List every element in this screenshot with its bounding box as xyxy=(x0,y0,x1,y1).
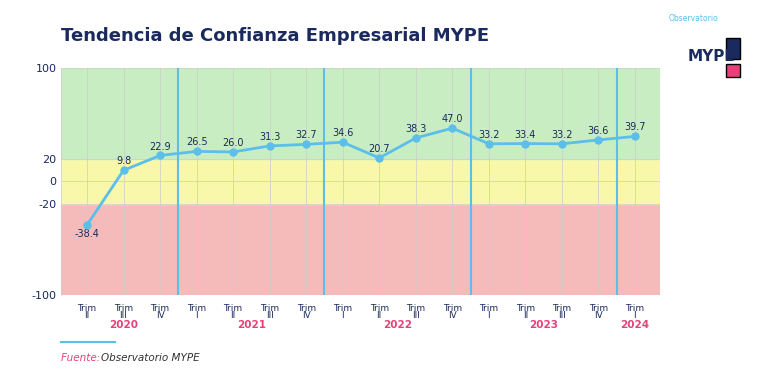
Point xyxy=(373,155,386,161)
Point xyxy=(446,125,458,131)
Text: 22.9: 22.9 xyxy=(149,141,170,152)
Text: IV: IV xyxy=(302,311,310,320)
Text: Trim: Trim xyxy=(369,304,389,313)
Text: II: II xyxy=(230,311,236,320)
Point xyxy=(81,222,93,228)
Text: III: III xyxy=(266,311,273,320)
Point xyxy=(227,149,240,155)
Point xyxy=(300,141,313,147)
Point xyxy=(118,167,130,174)
Text: 32.7: 32.7 xyxy=(296,130,317,140)
Text: Fuente:: Fuente: xyxy=(61,353,104,363)
Point xyxy=(482,141,495,147)
Point xyxy=(556,141,568,147)
Text: Observatorio: Observatorio xyxy=(668,14,718,23)
Bar xyxy=(61,204,660,295)
Text: Trim: Trim xyxy=(223,304,243,313)
Text: 47.0: 47.0 xyxy=(442,114,463,124)
Text: 2020: 2020 xyxy=(109,320,138,330)
Text: MYPE: MYPE xyxy=(687,49,735,64)
Text: Trim: Trim xyxy=(442,304,462,313)
Text: IV: IV xyxy=(448,311,457,320)
Text: III: III xyxy=(412,311,419,320)
Text: Trim: Trim xyxy=(296,304,316,313)
Text: Trim: Trim xyxy=(552,304,571,313)
Text: Trim: Trim xyxy=(187,304,206,313)
Text: I: I xyxy=(634,311,636,320)
Text: 31.3: 31.3 xyxy=(259,132,280,142)
Point xyxy=(409,135,422,141)
Text: Trim: Trim xyxy=(333,304,353,313)
Text: Trim: Trim xyxy=(78,304,97,313)
Text: -38.4: -38.4 xyxy=(74,229,99,239)
Point xyxy=(154,152,166,158)
Text: 9.8: 9.8 xyxy=(116,156,131,166)
Text: 2021: 2021 xyxy=(237,320,266,330)
Text: IV: IV xyxy=(156,311,164,320)
Text: 26.5: 26.5 xyxy=(186,138,207,147)
Text: II: II xyxy=(523,311,528,320)
Text: 2022: 2022 xyxy=(383,320,412,330)
Text: III: III xyxy=(120,311,127,320)
Point xyxy=(629,133,641,139)
Text: Trim: Trim xyxy=(625,304,644,313)
Point xyxy=(263,143,276,149)
Text: 20.7: 20.7 xyxy=(369,144,390,154)
Text: I: I xyxy=(488,311,490,320)
Text: 39.7: 39.7 xyxy=(624,122,646,132)
Text: I: I xyxy=(342,311,344,320)
Point xyxy=(592,137,604,143)
Text: Trim: Trim xyxy=(151,304,170,313)
Text: 33.2: 33.2 xyxy=(478,130,499,140)
Text: 38.3: 38.3 xyxy=(405,124,426,134)
Text: Trim: Trim xyxy=(114,304,133,313)
Text: IV: IV xyxy=(594,311,603,320)
Text: Trim: Trim xyxy=(479,304,498,313)
Text: 26.0: 26.0 xyxy=(223,138,244,148)
Text: Trim: Trim xyxy=(260,304,280,313)
Point xyxy=(190,149,203,155)
Text: Observatorio MYPE: Observatorio MYPE xyxy=(101,353,200,363)
Text: Trim: Trim xyxy=(589,304,608,313)
Text: II: II xyxy=(376,311,382,320)
Bar xyxy=(61,159,660,204)
Text: II: II xyxy=(84,311,90,320)
Text: 33.4: 33.4 xyxy=(515,130,536,139)
Text: 2024: 2024 xyxy=(621,320,650,330)
Text: 33.2: 33.2 xyxy=(551,130,573,140)
Text: 36.6: 36.6 xyxy=(588,126,609,136)
Text: Trim: Trim xyxy=(516,304,535,313)
Point xyxy=(519,141,531,147)
Text: 34.6: 34.6 xyxy=(332,128,353,138)
Text: 2023: 2023 xyxy=(529,320,558,330)
Point xyxy=(336,139,349,145)
Bar xyxy=(61,68,660,159)
Text: Tendencia de Confianza Empresarial MYPE: Tendencia de Confianza Empresarial MYPE xyxy=(61,27,489,45)
Text: Trim: Trim xyxy=(406,304,425,313)
Text: I: I xyxy=(195,311,198,320)
Text: III: III xyxy=(558,311,566,320)
